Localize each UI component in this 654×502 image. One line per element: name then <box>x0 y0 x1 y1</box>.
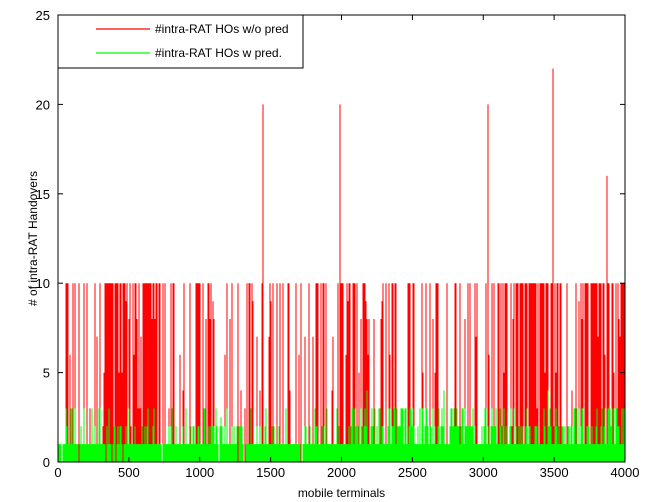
x-tick-label: 4000 <box>611 465 640 480</box>
x-tick-label: 2500 <box>398 465 427 480</box>
y-axis-ticks: 0 5 10 15 20 25 <box>36 8 625 470</box>
y-tick-label: 15 <box>36 187 50 202</box>
x-tick-label: 2000 <box>327 465 356 480</box>
x-tick-label: 3000 <box>469 465 498 480</box>
x-axis-ticks: 0 500 1000 1500 2000 2500 3000 3500 4000 <box>54 15 639 480</box>
x-axis-label: mobile terminals <box>298 486 385 500</box>
y-tick-label: 10 <box>36 276 50 291</box>
legend-label-without-prediction: #intra-RAT HOs w/o pred <box>155 22 289 36</box>
y-tick-label: 20 <box>36 97 50 112</box>
x-tick-label: 0 <box>54 465 61 480</box>
x-tick-label: 3500 <box>540 465 569 480</box>
x-tick-label: 1500 <box>256 465 285 480</box>
y-tick-label: 25 <box>36 8 50 23</box>
y-tick-label: 5 <box>43 366 50 381</box>
x-tick-label: 500 <box>118 465 140 480</box>
legend-box <box>57 14 304 69</box>
y-tick-label: 0 <box>43 455 50 470</box>
legend: #intra-RAT HOs w/o pred #intra-RAT HOs w… <box>57 14 304 69</box>
x-tick-label: 1000 <box>185 465 214 480</box>
y-axis-label: # of intra-RAT Handovers <box>26 171 40 306</box>
legend-label-with-prediction: #intra-RAT HOs w pred. <box>155 46 282 60</box>
series-with-prediction <box>57 390 626 462</box>
